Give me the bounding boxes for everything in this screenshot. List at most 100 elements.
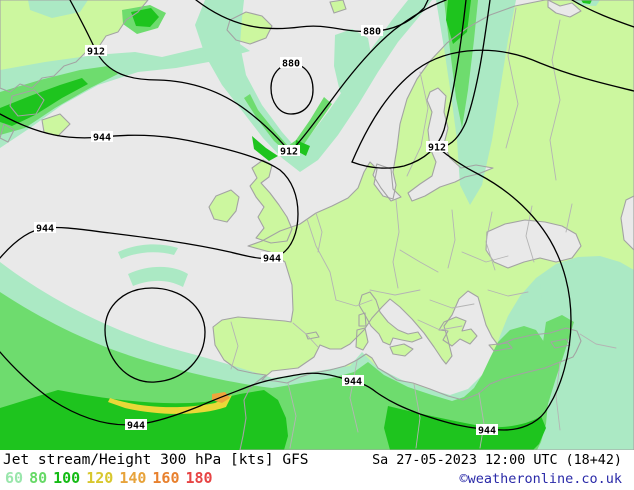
height-contour (104, 287, 206, 383)
landmass (209, 190, 239, 222)
weather-map: 912 944 880 880 912 912 944 944 944 944 944 (0, 0, 634, 450)
country-border (461, 251, 509, 263)
contour-label-bg (85, 45, 107, 56)
country-border (392, 199, 400, 289)
coastline (305, 331, 320, 340)
scale-value-180: 180 (185, 469, 213, 487)
jet-band-80 (0, 66, 118, 135)
coastline (547, 0, 582, 18)
contour-label-group: 912 (85, 45, 107, 58)
jet-band-100 (384, 406, 546, 450)
jet-band-100 (581, 0, 592, 4)
height-contour (571, 0, 634, 28)
island (439, 317, 477, 346)
contour-label-group: 944 (342, 375, 364, 388)
map-canvas: 912 944 880 880 912 912 944 944 944 944 944 (0, 0, 634, 450)
contour-label-group: 880 (361, 25, 383, 38)
country-border (579, 333, 617, 349)
country-border (413, 383, 421, 449)
coastline (372, 163, 402, 202)
contour-label-bg (426, 141, 448, 152)
coastline (329, 0, 347, 14)
jet-band-60 (540, 261, 578, 318)
jet-band-60 (118, 244, 178, 259)
height-contour (0, 0, 572, 431)
contour-label-bg (34, 222, 56, 233)
contour-label: 944 (127, 421, 145, 432)
height-contour (195, 0, 429, 33)
scale-value-140: 140 (119, 469, 147, 487)
jet-band-100 (252, 136, 278, 161)
contour-label-group: 880 (280, 57, 302, 70)
contour-label-bg (476, 424, 498, 435)
coastline (9, 89, 45, 117)
contour-label-bg (361, 25, 383, 36)
country-border (555, 361, 561, 431)
country-border (315, 212, 323, 253)
country-border (369, 289, 421, 296)
map-title: Jet stream/Height 300 hPa [kts] GFS (3, 452, 309, 468)
contour-label-group: 944 (125, 419, 147, 432)
jet-band-100 (0, 78, 88, 126)
coastline (0, 123, 15, 143)
height-contour (0, 113, 299, 260)
scale-value-80: 80 (29, 469, 48, 487)
country-border (549, 19, 561, 181)
country-border (525, 205, 535, 263)
contour-label: 944 (36, 224, 54, 235)
jet-band-80 (244, 94, 332, 155)
landmass (330, 0, 346, 13)
coastline (226, 11, 273, 45)
island (356, 328, 368, 350)
coastline (355, 327, 369, 351)
contour-label: 880 (282, 59, 300, 70)
country-border (487, 289, 529, 297)
coastline (620, 195, 634, 251)
sea-area (486, 220, 581, 268)
contour-label-bg (278, 145, 300, 156)
map-datetime: Sa 27-05-2023 12:00 UTC (18+42) (372, 453, 622, 468)
contour-label-group: 944 (261, 252, 283, 265)
country-border (565, 203, 573, 233)
contour-label-group: 912 (426, 141, 448, 154)
contour-label: 912 (280, 147, 298, 158)
scale-value-120: 120 (86, 469, 114, 487)
scale-value-160: 160 (152, 469, 180, 487)
country-border (447, 209, 456, 269)
coastline (485, 219, 582, 269)
jet-band-80 (524, 315, 574, 448)
contour-label-group: 944 (34, 222, 56, 235)
country-border (349, 360, 359, 433)
coastline (208, 189, 240, 223)
contour-label-group: 944 (91, 131, 113, 144)
scale-value-60: 60 (5, 469, 24, 487)
coastline (358, 312, 367, 327)
sea-area (621, 196, 634, 250)
coastline (438, 316, 478, 347)
country-border (306, 218, 337, 301)
country-border (335, 299, 373, 307)
coastline (389, 343, 414, 357)
island (359, 292, 422, 345)
coastline (550, 338, 571, 349)
coastline (488, 342, 513, 352)
contour-label: 944 (263, 254, 281, 265)
height-contour (69, 0, 447, 153)
footer-row-2: 60 80 100 120 140 160 180 ©weatheronline.co.uk (0, 469, 634, 487)
country-border (292, 322, 319, 348)
country-border (230, 321, 239, 370)
map-copyright: ©weatheronline.co.uk (459, 471, 622, 487)
coastline (261, 290, 582, 401)
contour-label-bg (91, 131, 113, 142)
country-border (287, 382, 297, 449)
contour-label: 944 (478, 426, 496, 437)
contour-label-bg (280, 57, 302, 68)
island (390, 344, 413, 356)
footer: Jet stream/Height 300 hPa [kts] GFS Sa 2… (0, 450, 634, 490)
contour-label: 944 (344, 377, 362, 388)
contour-label-bg (342, 375, 364, 386)
contour-label-group: 912 (278, 145, 300, 158)
contour-label-bg (125, 419, 147, 430)
island (359, 313, 366, 326)
footer-row-1: Jet stream/Height 300 hPa [kts] GFS Sa 2… (0, 452, 634, 468)
